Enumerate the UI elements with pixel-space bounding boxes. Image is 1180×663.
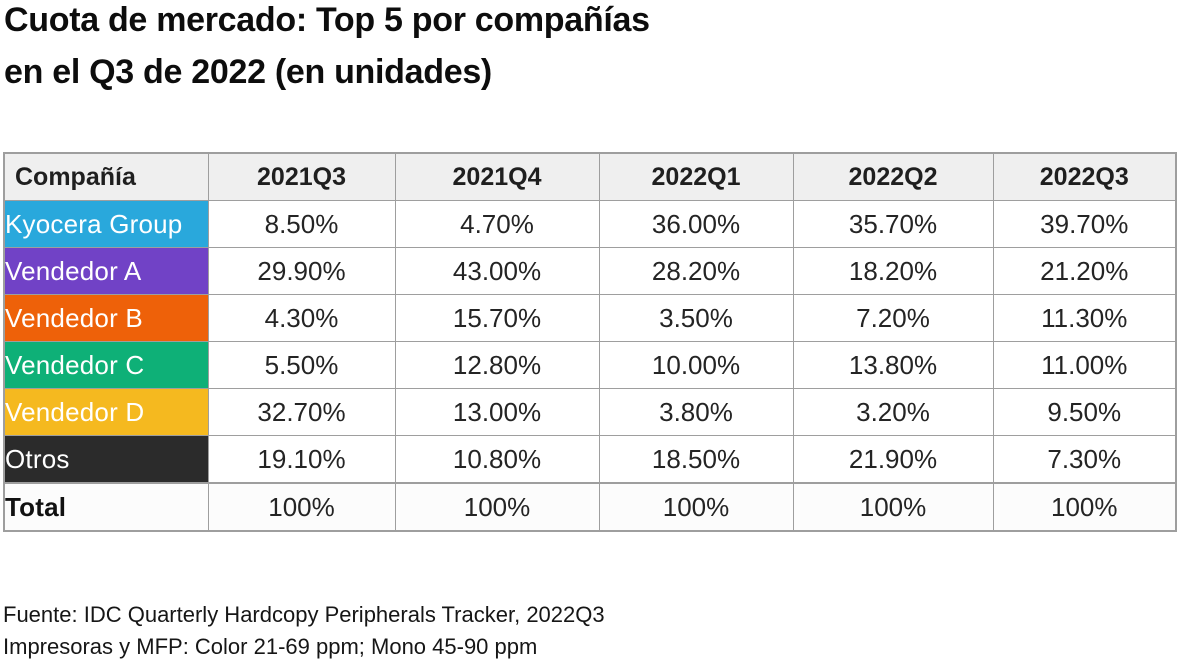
table-row: Vendedor B 4.30% 15.70% 3.50% 7.20% 11.30% <box>3 294 1177 342</box>
share-value: 18.50% <box>598 435 794 484</box>
company-label: Vendedor B <box>3 294 209 342</box>
scope-line: Impresoras y MFP: Color 21-69 ppm; Mono … <box>3 634 538 659</box>
share-value: 39.70% <box>992 200 1177 248</box>
company-label: Otros <box>3 435 209 484</box>
table-header-row: Compañía 2021Q3 2021Q4 2022Q1 2022Q2 2022Q3 <box>3 152 1177 201</box>
column-header-2022q3: 2022Q3 <box>992 152 1177 201</box>
source-line: Fuente: IDC Quarterly Hardcopy Periphera… <box>3 602 605 627</box>
share-value: 3.20% <box>792 388 994 436</box>
total-label: Total <box>3 482 209 532</box>
share-value: 32.70% <box>207 388 396 436</box>
source-note: Fuente: IDC Quarterly Hardcopy Periphera… <box>3 599 605 663</box>
share-value: 19.10% <box>207 435 396 484</box>
table-row: Vendedor C 5.50% 12.80% 10.00% 13.80% 11.00% <box>3 341 1177 389</box>
share-value: 15.70% <box>394 294 600 342</box>
total-value: 100% <box>992 482 1177 532</box>
column-header-company: Compañía <box>3 152 209 201</box>
share-value: 13.80% <box>792 341 994 389</box>
share-value: 35.70% <box>792 200 994 248</box>
share-value: 10.00% <box>598 341 794 389</box>
total-value: 100% <box>394 482 600 532</box>
column-header-2022q1: 2022Q1 <box>598 152 794 201</box>
table-row: Otros 19.10% 10.80% 18.50% 21.90% 7.30% <box>3 435 1177 484</box>
share-value: 4.70% <box>394 200 600 248</box>
share-value: 21.90% <box>792 435 994 484</box>
page-title-line2: en el Q3 de 2022 (en unidades) <box>4 53 492 91</box>
market-share-table: Compañía 2021Q3 2021Q4 2022Q1 2022Q2 2022Q3 K… <box>3 152 1177 532</box>
company-label: Vendedor A <box>3 247 209 295</box>
share-value: 29.90% <box>207 247 396 295</box>
column-header-2021q4: 2021Q4 <box>394 152 600 201</box>
share-value: 12.80% <box>394 341 600 389</box>
page-title-line1: Cuota de mercado: Top 5 por compañías <box>4 1 650 39</box>
share-value: 43.00% <box>394 247 600 295</box>
share-value: 11.30% <box>992 294 1177 342</box>
total-value: 100% <box>598 482 794 532</box>
share-value: 9.50% <box>992 388 1177 436</box>
share-value: 21.20% <box>992 247 1177 295</box>
share-value: 13.00% <box>394 388 600 436</box>
share-value: 3.50% <box>598 294 794 342</box>
share-value: 8.50% <box>207 200 396 248</box>
total-value: 100% <box>207 482 396 532</box>
table-row: Kyocera Group 8.50% 4.70% 36.00% 35.70% 39.70… <box>3 200 1177 248</box>
share-value: 4.30% <box>207 294 396 342</box>
company-label: Kyocera Group <box>3 200 209 248</box>
share-value: 36.00% <box>598 200 794 248</box>
share-value: 28.20% <box>598 247 794 295</box>
company-label: Vendedor C <box>3 341 209 389</box>
share-value: 7.20% <box>792 294 994 342</box>
column-header-2022q2: 2022Q2 <box>792 152 994 201</box>
share-value: 18.20% <box>792 247 994 295</box>
table-row: Vendedor A 29.90% 43.00% 28.20% 18.20% 21.20% <box>3 247 1177 295</box>
total-row: Total 100% 100% 100% 100% 100% <box>3 482 1177 532</box>
company-label: Vendedor D <box>3 388 209 436</box>
share-value: 10.80% <box>394 435 600 484</box>
total-value: 100% <box>792 482 994 532</box>
table-row: Vendedor D 32.70% 13.00% 3.80% 3.20% 9.50% <box>3 388 1177 436</box>
share-value: 11.00% <box>992 341 1177 389</box>
share-value: 5.50% <box>207 341 396 389</box>
page-title: Cuota de mercado: Top 5 por compañías en… <box>4 0 650 98</box>
column-header-2021q3: 2021Q3 <box>207 152 396 201</box>
share-value: 7.30% <box>992 435 1177 484</box>
share-value: 3.80% <box>598 388 794 436</box>
